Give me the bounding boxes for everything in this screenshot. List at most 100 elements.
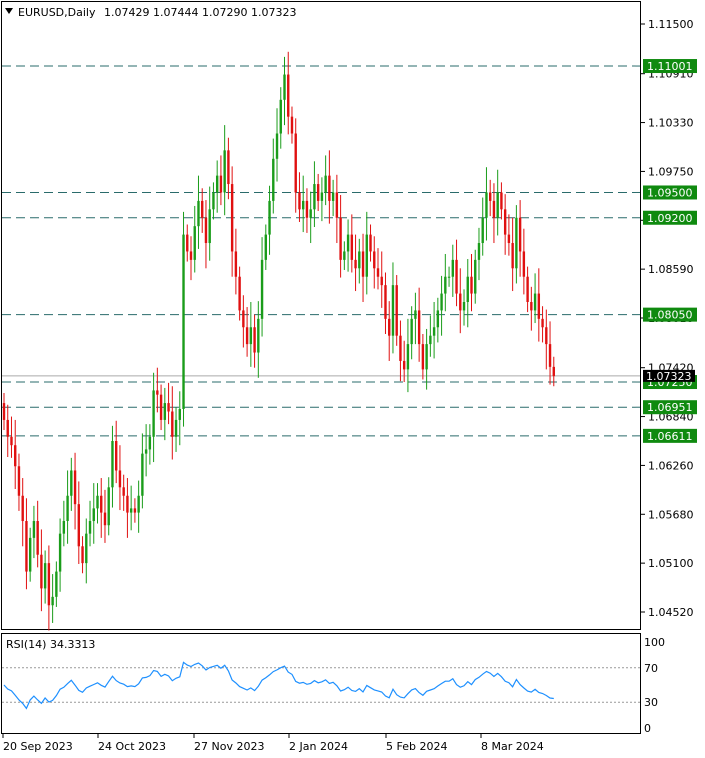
candle-body — [328, 175, 331, 201]
candle-body — [163, 403, 167, 420]
candle-body — [107, 487, 110, 526]
time-tick-label: 5 Feb 2024 — [386, 740, 447, 753]
candle-body — [391, 285, 395, 336]
candle-body — [6, 419, 9, 437]
candle — [395, 275, 398, 346]
candle — [414, 292, 417, 345]
candle-body — [320, 192, 324, 201]
candle — [144, 424, 148, 477]
collapse-triangle-icon[interactable] — [5, 8, 13, 14]
candle — [541, 306, 544, 343]
chart-ohlc: 1.07429 1.07444 1.07290 1.07323 — [104, 6, 296, 19]
candle-body — [144, 449, 148, 454]
candle-body — [178, 408, 181, 420]
candle-body — [406, 344, 410, 370]
candle — [492, 183, 496, 244]
candle — [253, 314, 256, 368]
candle-body — [388, 318, 391, 336]
candle-body — [309, 209, 312, 218]
rsi-series: 100 70 30 0 — [2, 636, 665, 735]
candle — [459, 268, 462, 334]
candle — [40, 529, 43, 612]
candle — [238, 266, 241, 321]
candle — [204, 200, 208, 269]
candle-body — [440, 293, 443, 311]
price-tick-label: 1.11500 — [648, 18, 694, 31]
candle — [287, 51, 290, 135]
candle-body — [485, 192, 488, 218]
candle-body — [260, 259, 264, 319]
candle-body — [96, 495, 99, 509]
candle — [309, 191, 312, 244]
candle-body — [305, 200, 309, 218]
candle-body — [526, 276, 529, 302]
candle — [249, 301, 253, 367]
candle-body — [395, 285, 398, 336]
candle-body — [92, 508, 95, 522]
candle-body — [451, 259, 454, 277]
candle-body — [152, 390, 155, 437]
candle — [421, 334, 425, 380]
candle-body — [197, 200, 200, 227]
candle — [316, 173, 320, 212]
candle-body — [47, 563, 51, 606]
candle-body — [193, 226, 196, 260]
time-tick-label: 2 Jan 2024 — [289, 740, 348, 753]
candle — [156, 367, 159, 413]
price-tick-label: 1.05680 — [648, 508, 694, 521]
candle — [96, 483, 99, 524]
current-price-label: 1.07323 — [646, 370, 692, 383]
rsi-tick-label: 100 — [644, 636, 665, 649]
candle — [290, 106, 294, 144]
candle-body — [32, 521, 36, 538]
candle-body — [55, 571, 58, 597]
level-label-bg — [643, 307, 697, 322]
candle-body — [189, 251, 193, 260]
candle — [320, 177, 324, 222]
candle — [545, 309, 548, 370]
candle — [268, 185, 271, 255]
price-tick-label: 1.08590 — [648, 263, 694, 276]
candle-body — [245, 327, 249, 345]
candle-body — [201, 200, 204, 218]
candle — [129, 485, 133, 531]
candle-body — [474, 259, 477, 294]
candle-body — [159, 394, 163, 420]
candle — [219, 155, 223, 206]
candle — [21, 478, 24, 547]
candle-body — [129, 508, 133, 513]
candle-body — [43, 563, 47, 589]
candle-body — [489, 192, 492, 201]
candle-body — [118, 470, 122, 488]
candle-body — [552, 366, 555, 377]
candle — [496, 169, 499, 236]
candle — [552, 356, 555, 387]
candle — [466, 259, 469, 328]
candle — [257, 301, 260, 378]
candle-body — [358, 251, 361, 269]
candle — [481, 197, 484, 256]
candle-body — [380, 276, 383, 286]
candle — [425, 328, 428, 390]
candle-body — [257, 318, 260, 353]
time-tick-label: 20 Sep 2023 — [3, 740, 73, 753]
price-panel[interactable] — [1, 1, 641, 630]
candle-body — [111, 440, 114, 488]
candle — [32, 505, 36, 559]
candle-body — [477, 243, 481, 260]
candle-body — [242, 310, 245, 328]
candle — [58, 518, 62, 592]
candle — [43, 550, 47, 604]
candle-body — [137, 495, 140, 513]
candle-body — [264, 234, 267, 260]
candle — [186, 224, 189, 262]
candle-body — [28, 537, 32, 572]
candle-body — [507, 234, 511, 244]
candle-body — [417, 310, 421, 345]
candle — [122, 474, 125, 511]
candle-body — [182, 234, 185, 409]
candle-body — [365, 234, 368, 277]
candle — [350, 214, 354, 273]
candle — [474, 249, 477, 304]
